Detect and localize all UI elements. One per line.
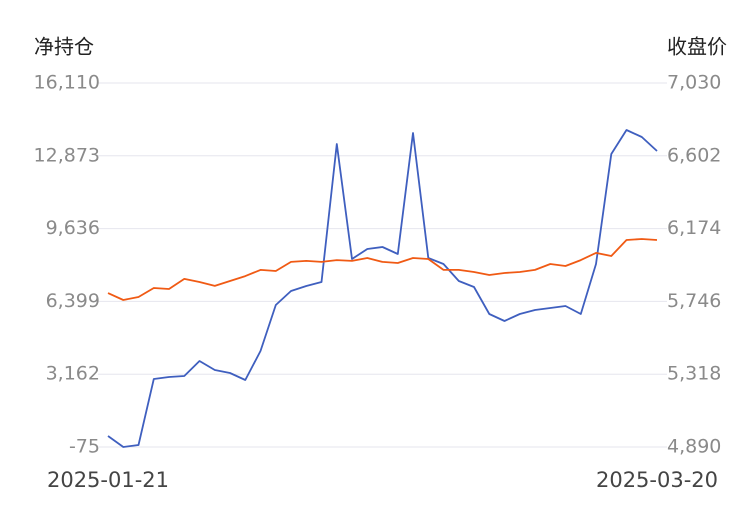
x-tick-label: 2025-03-20 xyxy=(596,468,718,492)
y-axis-title: 净持仓 xyxy=(34,35,94,59)
y-tick-label: 16,110 xyxy=(34,72,100,94)
y2-tick-label: 5,746 xyxy=(667,290,721,312)
y-tick-label: 12,873 xyxy=(34,144,100,166)
series-line xyxy=(107,129,658,448)
y-tick-label: 3,162 xyxy=(46,363,100,385)
y2-tick-label: 6,174 xyxy=(667,217,721,239)
x-tick-label: 2025-01-21 xyxy=(47,468,169,492)
y2-axis-title: 收盘价 xyxy=(667,35,727,59)
y-tick-label: -75 xyxy=(69,436,100,458)
series-line xyxy=(107,238,658,301)
y2-tick-label: 5,318 xyxy=(667,363,721,385)
y-tick-label: 6,399 xyxy=(46,290,100,312)
y2-tick-label: 6,602 xyxy=(667,144,721,166)
y2-tick-label: 4,890 xyxy=(667,436,721,458)
y-tick-label: 9,636 xyxy=(46,217,100,239)
y2-tick-label: 7,030 xyxy=(667,72,721,94)
